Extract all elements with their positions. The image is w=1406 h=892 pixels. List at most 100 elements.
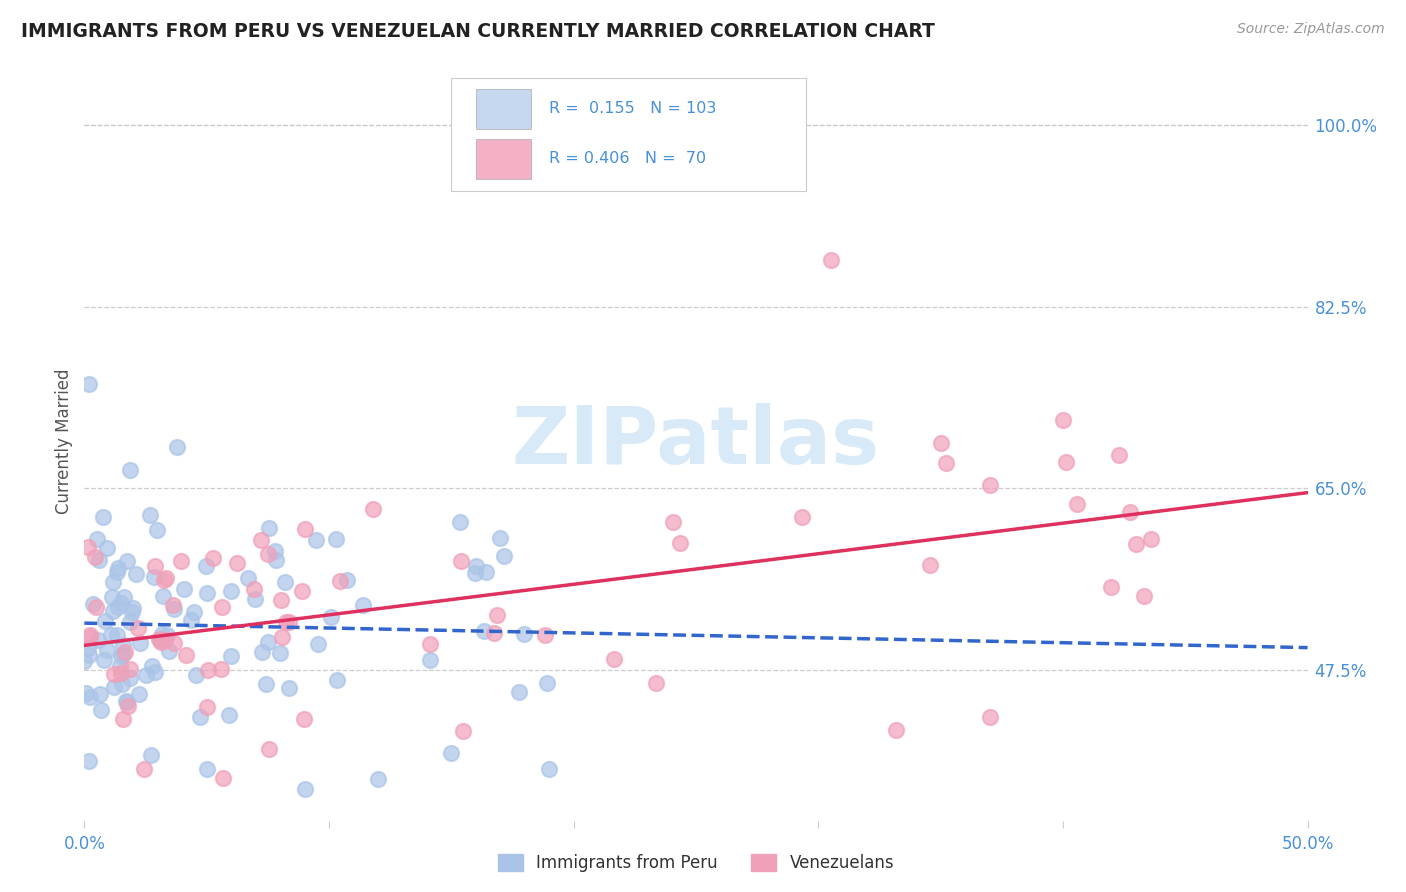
Point	[508, 685, 530, 699]
Point	[162, 598, 184, 612]
Point	[212, 771, 235, 785]
Y-axis label: Currently Married: Currently Married	[55, 368, 73, 515]
Point	[112, 638, 135, 652]
Point	[449, 515, 471, 529]
Point	[645, 676, 668, 690]
Point	[107, 600, 129, 615]
Text: Source: ZipAtlas.com: Source: ZipAtlas.com	[1237, 22, 1385, 37]
Point	[979, 710, 1001, 724]
Point	[139, 508, 162, 522]
Point	[534, 627, 557, 641]
Point	[96, 642, 118, 657]
Point	[134, 762, 156, 776]
Point	[790, 509, 813, 524]
Point	[271, 631, 294, 645]
Point	[73, 654, 96, 668]
Point	[243, 582, 266, 596]
Point	[118, 671, 141, 685]
Point	[111, 647, 134, 661]
Point	[110, 666, 132, 681]
Point	[101, 590, 124, 604]
Point	[979, 477, 1001, 491]
Point	[440, 746, 463, 760]
Point	[1052, 413, 1074, 427]
Point	[538, 762, 561, 776]
Point	[668, 535, 690, 549]
Point	[485, 608, 508, 623]
Point	[278, 615, 301, 630]
Point	[211, 599, 233, 614]
Point	[75, 685, 97, 699]
Point	[86, 532, 108, 546]
Point	[292, 712, 315, 726]
Point	[87, 553, 110, 567]
Point	[79, 627, 101, 641]
Point	[76, 541, 98, 555]
Legend: Immigrants from Peru, Venezuelans: Immigrants from Peru, Venezuelans	[489, 846, 903, 880]
Point	[325, 532, 347, 546]
Point	[107, 561, 129, 575]
Point	[100, 628, 122, 642]
Point	[256, 635, 278, 649]
Point	[142, 570, 165, 584]
Point	[101, 574, 124, 589]
Text: R = 0.406   N =  70: R = 0.406 N = 70	[550, 152, 706, 167]
Bar	[475, 89, 531, 129]
Point	[127, 621, 149, 635]
Point	[115, 695, 138, 709]
Point	[77, 648, 100, 662]
Point	[101, 604, 124, 618]
Point	[163, 601, 186, 615]
Point	[128, 687, 150, 701]
Point	[93, 652, 115, 666]
Point	[141, 659, 163, 673]
Point	[110, 648, 132, 663]
Point	[202, 551, 225, 566]
Point	[264, 553, 287, 567]
Point	[143, 559, 166, 574]
Point	[450, 554, 472, 568]
Point	[153, 573, 176, 587]
Point	[125, 567, 148, 582]
Point	[195, 558, 218, 573]
Point	[118, 463, 141, 477]
Point	[254, 677, 277, 691]
Point	[96, 541, 118, 556]
Point	[103, 680, 125, 694]
Point	[243, 591, 266, 606]
Point	[162, 636, 184, 650]
Point	[105, 565, 128, 579]
Point	[103, 666, 125, 681]
Point	[148, 632, 170, 646]
Point	[661, 515, 683, 529]
Point	[1140, 532, 1163, 546]
Text: ZIPatlas: ZIPatlas	[512, 402, 880, 481]
Point	[920, 558, 942, 573]
Point	[307, 637, 329, 651]
Point	[257, 521, 280, 535]
Point	[935, 456, 957, 470]
Point	[143, 665, 166, 679]
Point	[465, 559, 488, 574]
Point	[152, 589, 174, 603]
Point	[117, 699, 139, 714]
Point	[278, 681, 301, 695]
Point	[336, 573, 359, 587]
Point	[1099, 581, 1122, 595]
Bar	[475, 139, 531, 179]
Point	[129, 635, 152, 649]
Text: R =  0.155   N = 103: R = 0.155 N = 103	[550, 102, 717, 117]
Point	[156, 627, 179, 641]
Point	[1066, 498, 1088, 512]
Point	[305, 533, 328, 548]
Point	[820, 252, 842, 267]
Point	[77, 754, 100, 768]
Point	[108, 658, 131, 673]
Point	[121, 605, 143, 619]
Point	[225, 556, 247, 570]
Point	[166, 440, 188, 454]
Point	[114, 645, 136, 659]
Point	[150, 626, 173, 640]
Point	[259, 741, 281, 756]
Point	[536, 675, 558, 690]
